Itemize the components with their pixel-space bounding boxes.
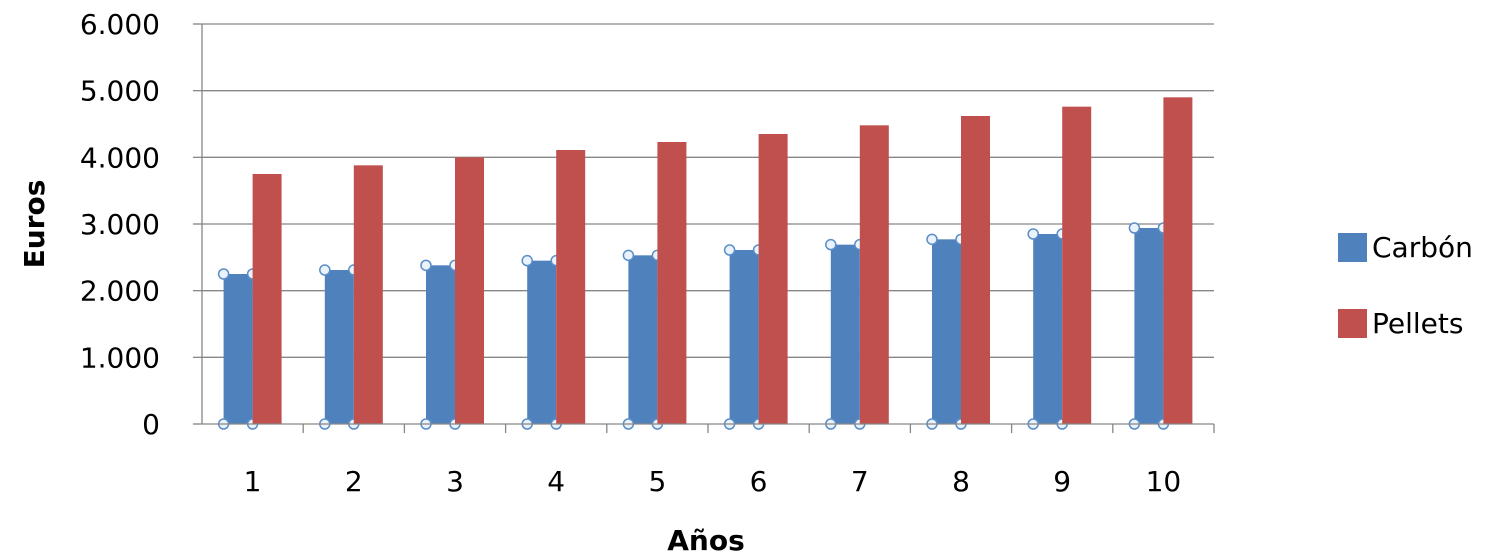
selection-handle[interactable] bbox=[723, 244, 736, 256]
bar-pellets bbox=[859, 125, 889, 424]
bar-carbon bbox=[426, 265, 455, 424]
selection-handle[interactable] bbox=[420, 259, 432, 272]
bar-carbon bbox=[1033, 234, 1063, 424]
x-tick-label: 10 bbox=[1146, 465, 1182, 498]
bars bbox=[217, 97, 1193, 430]
legend: Carbón Pellets bbox=[1338, 231, 1473, 340]
bar-pellets bbox=[556, 150, 586, 424]
bar-pellets bbox=[1062, 106, 1092, 425]
x-tick-label: 4 bbox=[547, 465, 565, 498]
x-tick-label: 2 bbox=[345, 465, 363, 498]
bar-carbon bbox=[628, 255, 658, 424]
x-tick-label: 1 bbox=[244, 465, 262, 498]
y-axis-ticks: 0 1.000 2.000 3.000 4.000 5.000 6.000 bbox=[80, 8, 160, 441]
y-tick-label: 3.000 bbox=[80, 208, 160, 241]
bar-carbon bbox=[527, 260, 557, 424]
bar-pellets bbox=[353, 165, 383, 425]
selection-handle[interactable] bbox=[825, 238, 837, 251]
y-axis-title: Euros bbox=[18, 180, 51, 269]
axes bbox=[193, 23, 1215, 433]
y-tick-label: 1.000 bbox=[80, 341, 160, 374]
x-axis-ticks: 1 2 3 4 5 6 7 8 9 10 bbox=[244, 465, 1182, 498]
bar-pellets bbox=[961, 116, 990, 424]
bar-pellets bbox=[657, 142, 687, 424]
selection-handle[interactable] bbox=[1128, 222, 1141, 234]
bar-pellets bbox=[1163, 97, 1193, 424]
x-axis-title: Años bbox=[667, 524, 745, 557]
x-tick-label: 6 bbox=[750, 465, 768, 498]
y-tick-label: 2.000 bbox=[80, 275, 160, 308]
legend-swatch-carbon bbox=[1338, 233, 1367, 262]
selection-handle[interactable] bbox=[622, 249, 635, 262]
x-tick-label: 5 bbox=[648, 465, 666, 498]
bar-carbon bbox=[729, 250, 759, 424]
x-tick-label: 3 bbox=[446, 465, 464, 498]
y-tick-label: 5.000 bbox=[80, 75, 160, 108]
legend-label-pellets: Pellets bbox=[1372, 307, 1463, 340]
bar-carbon bbox=[223, 274, 253, 424]
x-tick-label: 9 bbox=[1053, 465, 1071, 498]
selection-handle[interactable] bbox=[1027, 228, 1039, 240]
x-tick-label: 8 bbox=[952, 465, 970, 498]
bar-carbon bbox=[1134, 228, 1164, 424]
selection-handle[interactable] bbox=[319, 264, 331, 276]
y-tick-label: 4.000 bbox=[80, 141, 160, 174]
selection-handle[interactable] bbox=[521, 254, 533, 267]
bar-pellets bbox=[252, 174, 282, 424]
x-tick-label: 7 bbox=[851, 465, 869, 498]
bar-pellets bbox=[455, 157, 484, 425]
legend-label-carbon: Carbón bbox=[1372, 231, 1473, 264]
selection-handle[interactable] bbox=[217, 268, 230, 280]
legend-swatch-pellets bbox=[1338, 309, 1367, 338]
bar-pellets bbox=[758, 134, 788, 424]
y-tick-label: 6.000 bbox=[80, 8, 160, 41]
selection-handle[interactable] bbox=[926, 233, 938, 246]
bar-carbon bbox=[324, 270, 354, 424]
bar-carbon bbox=[932, 239, 961, 424]
bar-carbon bbox=[830, 244, 860, 424]
y-tick-label: 0 bbox=[142, 408, 160, 441]
